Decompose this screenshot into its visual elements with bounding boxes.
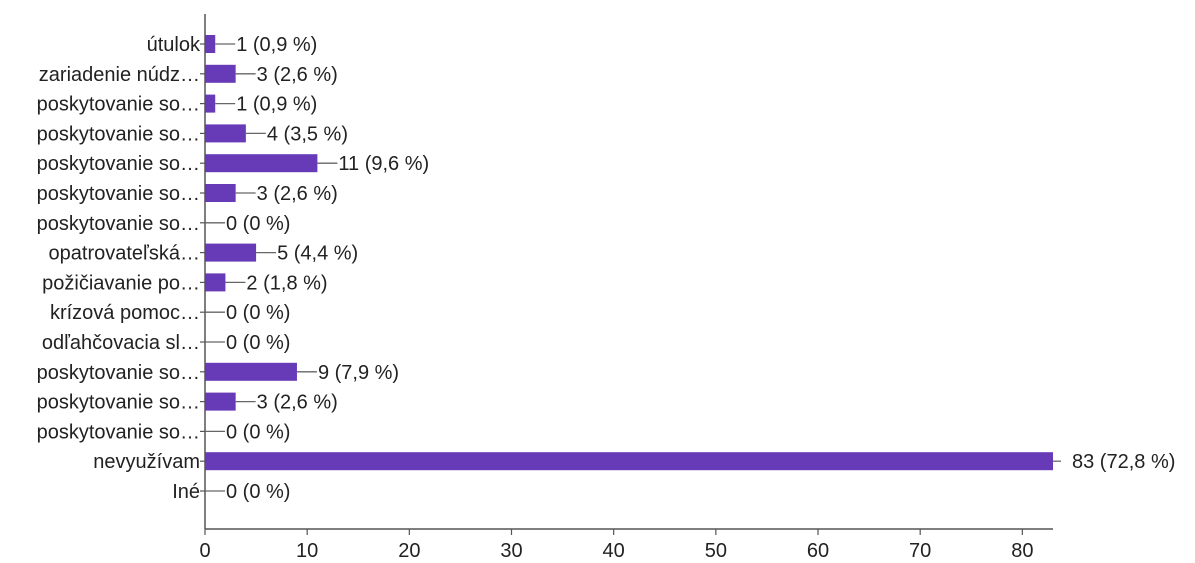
x-tick-label: 60 (807, 540, 829, 562)
category-label: poskytovanie so… (37, 123, 200, 145)
category-label: poskytovanie so… (37, 183, 200, 205)
bar (205, 273, 226, 292)
x-tick-label: 80 (1011, 540, 1033, 562)
value-label: 4 (3,5 %) (267, 123, 348, 145)
category-label: poskytovanie so… (37, 392, 200, 414)
x-tick-label: 70 (909, 540, 931, 562)
x-tick-label: 20 (398, 540, 420, 562)
bar (205, 124, 246, 143)
category-label: poskytovanie so… (37, 421, 200, 443)
bar (205, 243, 257, 262)
bar (205, 64, 236, 83)
bar (205, 154, 318, 173)
value-label: 3 (2,6 %) (257, 392, 338, 414)
labels-group: útulok 1 (0,9 %) zariadenie núdz… 3 (2,6 %)… (37, 34, 1176, 503)
value-label: 2 (1,8 %) (246, 272, 327, 294)
value-label: 0 (0 %) (226, 421, 290, 443)
category-label: poskytovanie so… (37, 213, 200, 235)
x-tick-label: 30 (500, 540, 522, 562)
value-label: 1 (0,9 %) (236, 34, 317, 56)
value-label: 11 (9,6 %) (338, 153, 429, 175)
axes-group (204, 14, 1053, 530)
value-label: 1 (0,9 %) (236, 94, 317, 116)
value-label: 0 (0 %) (226, 213, 290, 235)
value-label: 9 (7,9 %) (318, 362, 399, 384)
bar (205, 184, 236, 202)
value-label: 3 (2,6 %) (257, 64, 338, 86)
value-label: 5 (4,4 %) (277, 243, 358, 265)
x-tick-label: 50 (705, 540, 727, 562)
x-ticks-group: 0 10 20 30 40 50 60 70 80 (199, 529, 1033, 562)
bar (205, 35, 216, 53)
x-tick-label: 10 (296, 540, 318, 562)
category-label: požičiavanie po… (42, 272, 200, 294)
bar (205, 94, 216, 113)
bar (205, 362, 297, 381)
bars-group (205, 35, 1053, 471)
category-label: krízová pomoc… (50, 302, 200, 324)
x-tick-label: 40 (603, 540, 625, 562)
category-label: poskytovanie so… (37, 94, 200, 116)
category-label: poskytovanie so… (37, 153, 200, 175)
value-label: 3 (2,6 %) (257, 183, 338, 205)
value-label: 0 (0 %) (226, 481, 290, 503)
category-label: útulok (147, 34, 201, 56)
bar (205, 392, 236, 411)
bar (205, 452, 1053, 471)
category-label: odľahčovacia sl… (42, 332, 200, 354)
category-label: poskytovanie so… (37, 362, 200, 384)
value-label: 83 (72,8 %) (1072, 451, 1175, 473)
category-label: Iné (172, 481, 200, 503)
value-label: 0 (0 %) (226, 332, 290, 354)
x-tick-label: 0 (199, 540, 210, 562)
value-label: 0 (0 %) (226, 302, 290, 324)
category-label: nevyužívam (93, 451, 200, 473)
category-label: zariadenie núdz… (39, 64, 200, 86)
category-label: opatrovateľská… (49, 243, 200, 265)
